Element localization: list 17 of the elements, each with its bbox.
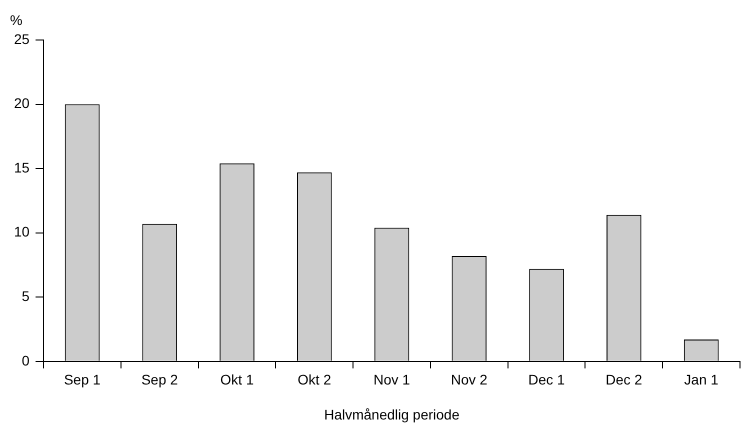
y-tick-label: 10 xyxy=(14,224,30,240)
x-tick-label: Dec 1 xyxy=(528,372,566,388)
y-tick-label: 20 xyxy=(14,95,30,112)
y-tick-label: 5 xyxy=(22,288,30,304)
x-tick-label: Jan 1 xyxy=(684,372,719,388)
x-tick-label: Sep 2 xyxy=(141,372,178,388)
y-tick-label: 15 xyxy=(14,159,30,176)
y-tick-label: 0 xyxy=(22,352,30,368)
x-tick-label: Sep 1 xyxy=(64,372,101,388)
y-axis-title: % xyxy=(10,12,22,28)
y-tick-label: 25 xyxy=(14,30,30,47)
x-tick-label: Nov 2 xyxy=(450,372,488,388)
x-tick-label: Okt 1 xyxy=(220,372,254,388)
x-tick-label: Okt 2 xyxy=(298,372,332,388)
x-tick-label: Dec 2 xyxy=(606,372,642,388)
x-tick-label: Nov 1 xyxy=(373,372,410,388)
x-axis-title: Halvmånedlig periode xyxy=(324,406,460,422)
